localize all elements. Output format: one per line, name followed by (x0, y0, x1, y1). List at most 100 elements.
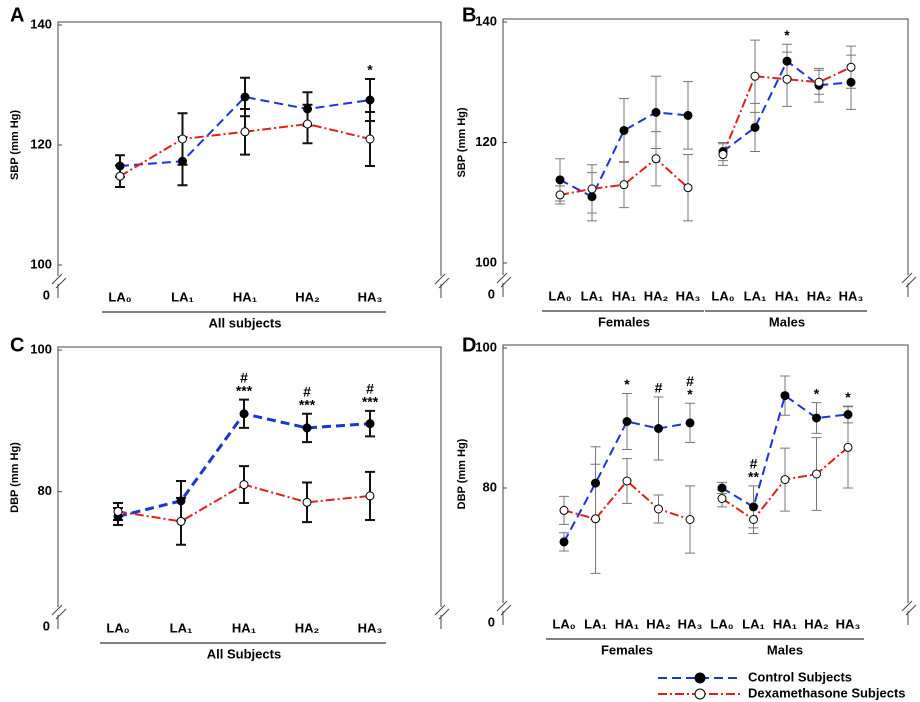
axis-break (496, 272, 512, 288)
marker (843, 410, 853, 419)
marker (591, 514, 600, 524)
annotation: * (624, 376, 630, 392)
annotation: * (687, 386, 693, 402)
marker (651, 107, 661, 117)
marker (176, 516, 186, 526)
axis-break (496, 600, 512, 616)
marker (559, 537, 569, 547)
legend-marker (694, 672, 706, 684)
y-tick-label: 120 (30, 136, 52, 151)
group-label: All subjects (209, 315, 282, 330)
marker (782, 56, 792, 66)
y-axis-label: DBP (mm Hg) (9, 442, 21, 513)
marker (843, 442, 853, 452)
axis-break (51, 273, 67, 289)
plot-frame (57, 21, 442, 276)
annotation: # (686, 373, 694, 389)
marker (812, 469, 821, 479)
y-tick-label: 100 (475, 339, 497, 354)
x-tick-label: HA₃ (839, 288, 864, 303)
marker (814, 77, 824, 87)
panel-label: B (462, 4, 476, 26)
x-tick-label: HA₂ (295, 289, 320, 304)
y-axis-label: DBP (mm Hg) (456, 438, 468, 509)
annotation: * (845, 389, 851, 405)
marker (812, 413, 821, 423)
marker (239, 480, 249, 490)
annotation: * (367, 62, 373, 78)
marker (782, 74, 792, 84)
y-tick-label: 100 (30, 341, 52, 356)
x-tick-label: LA₀ (710, 616, 733, 631)
group-label: Females (598, 314, 650, 329)
annotation: ** (748, 469, 759, 485)
panel-label: A (10, 4, 24, 26)
x-tick-label: LA₀ (108, 289, 131, 304)
legend-label: Dexamethasone Subjects (748, 685, 906, 700)
marker (303, 119, 312, 129)
annotation: # (303, 383, 311, 399)
y-tick-label: 0 (43, 287, 50, 302)
x-tick-label: LA₀ (106, 620, 129, 635)
y-tick-label: 0 (488, 614, 495, 629)
group-label: Males (767, 642, 803, 657)
marker (303, 104, 312, 114)
marker (619, 180, 629, 190)
marker (622, 417, 632, 426)
series-line (721, 393, 849, 509)
marker (717, 494, 727, 503)
x-tick-label: LA₁ (170, 620, 193, 635)
marker (591, 478, 600, 488)
x-tick-label: LA₀ (552, 616, 575, 631)
x-tick-label: HA₁ (775, 288, 799, 303)
marker (654, 424, 663, 433)
plot-frame (57, 346, 442, 607)
annotation: *** (236, 382, 253, 398)
annotation: # (655, 380, 663, 396)
axis-break (434, 273, 450, 289)
series-line (563, 420, 691, 543)
marker (239, 409, 249, 419)
axis-break (51, 604, 67, 620)
panel-label: D (462, 334, 476, 356)
marker (718, 150, 728, 160)
marker (365, 95, 375, 105)
x-tick-label: HA₁ (773, 616, 797, 631)
y-axis-label: SBP (mm Hg) (456, 107, 468, 177)
marker (555, 190, 565, 200)
group-label: All Subjects (207, 646, 281, 661)
marker (749, 515, 758, 524)
marker (683, 110, 693, 120)
marker (115, 171, 125, 181)
annotation: *** (362, 394, 379, 410)
x-tick-label: HA₃ (836, 616, 861, 631)
marker (846, 77, 856, 87)
group-label: Females (601, 642, 653, 657)
group-label: Males (769, 314, 805, 329)
marker (555, 175, 565, 185)
marker (240, 127, 250, 137)
annotation: * (814, 385, 820, 401)
x-tick-label: HA₁ (233, 289, 257, 304)
y-tick-label: 100 (475, 254, 497, 269)
marker (178, 134, 187, 144)
series-line (722, 66, 852, 155)
x-tick-label: LA₀ (711, 288, 734, 303)
plot-frame (502, 344, 909, 603)
x-tick-label: LA₁ (581, 288, 604, 303)
marker (685, 515, 695, 524)
axis-break (901, 272, 917, 288)
marker (622, 476, 632, 486)
marker (113, 507, 123, 516)
marker (749, 502, 758, 512)
x-tick-label: HA₂ (646, 616, 671, 631)
x-tick-label: HA₂ (804, 616, 829, 631)
marker (619, 125, 629, 135)
x-tick-label: HA₁ (232, 620, 256, 635)
marker (302, 497, 312, 507)
marker (365, 134, 375, 144)
legend-marker (694, 688, 706, 700)
marker (750, 71, 760, 81)
y-tick-label: 0 (43, 618, 50, 633)
x-tick-label: HA₂ (295, 620, 320, 635)
